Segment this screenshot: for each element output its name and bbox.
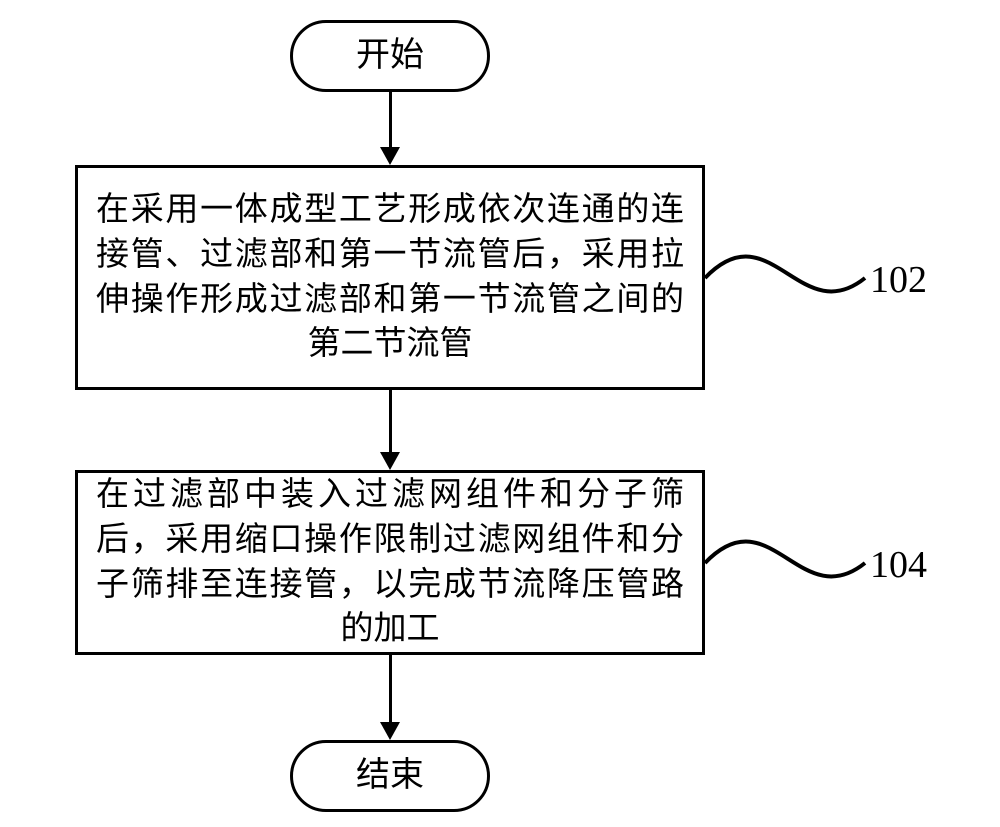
terminator-end: 结束 <box>290 740 490 812</box>
terminator-end-label: 结束 <box>356 753 424 799</box>
reference-label-104: 104 <box>870 543 927 587</box>
arrow-3-head <box>380 722 400 740</box>
arrow-3-line <box>389 655 392 722</box>
flowchart-canvas: 开始 在采用一体成型工艺形成依次连通的连接管、过滤部和第一节流管后，采用拉伸操作… <box>0 0 1000 827</box>
connector-curve-2 <box>0 0 1000 827</box>
